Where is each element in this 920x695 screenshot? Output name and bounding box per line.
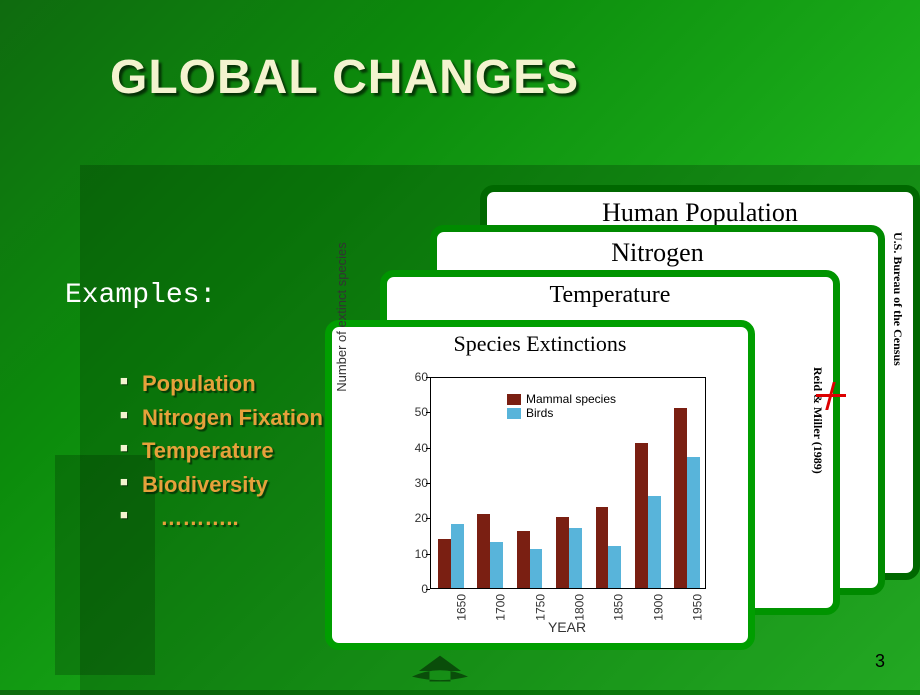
- list-item: Temperature: [120, 437, 350, 465]
- list-item: ………..: [120, 504, 350, 532]
- bar: [635, 443, 648, 588]
- bar: [556, 517, 569, 588]
- bar: [438, 539, 451, 588]
- red-squiggle-icon: [816, 382, 846, 412]
- page-number: 3: [875, 651, 885, 672]
- legend: Mammal species Birds: [507, 392, 616, 420]
- legend-label: Birds: [526, 406, 553, 420]
- bar: [569, 528, 582, 588]
- card-title: Species Extinctions: [332, 331, 748, 357]
- bar: [530, 549, 543, 588]
- card-title: Human Population: [487, 198, 913, 228]
- bar: [674, 408, 687, 588]
- bar: [477, 514, 490, 588]
- legend-swatch: [507, 394, 521, 405]
- bar: [596, 507, 609, 588]
- card-title: Temperature: [387, 282, 833, 309]
- y-axis-label: Number of extinct species: [334, 217, 349, 417]
- slide-title: GLOBAL CHANGES: [110, 50, 579, 105]
- card-extinctions: Species Extinctions Number of extinct sp…: [325, 320, 755, 650]
- card-title: Nitrogen: [437, 238, 878, 268]
- bar: [451, 524, 464, 588]
- list-item: Population: [120, 370, 350, 398]
- logo-emblem-icon: [405, 650, 475, 685]
- bar: [648, 496, 661, 588]
- examples-heading: Examples:: [65, 280, 216, 311]
- examples-list: Population Nitrogen Fixation Temperature…: [120, 370, 350, 538]
- bar: [687, 457, 700, 588]
- bar: [608, 546, 621, 588]
- list-item: Biodiversity: [120, 471, 350, 499]
- extinction-chart: Number of extinct species Mammal species…: [392, 367, 742, 632]
- x-axis-label: YEAR: [392, 619, 742, 635]
- legend-swatch: [507, 408, 521, 419]
- card-source: U.S. Bureau of the Census: [890, 232, 905, 366]
- bar: [517, 531, 530, 588]
- bar: [490, 542, 503, 588]
- list-item: Nitrogen Fixation: [120, 404, 350, 432]
- plot-area: Mammal species Birds: [430, 377, 706, 589]
- legend-label: Mammal species: [526, 392, 616, 406]
